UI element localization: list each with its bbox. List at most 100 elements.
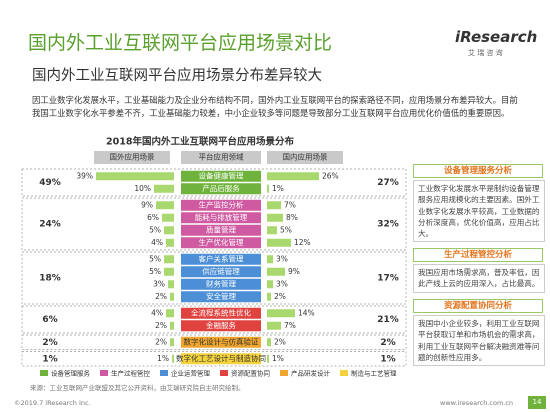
bar [267, 238, 291, 247]
column-header: 平台应用领域 [199, 152, 244, 162]
category-box [181, 353, 261, 365]
bar [164, 226, 174, 235]
value-label: 26% [322, 171, 339, 180]
value-label: 7% [284, 321, 296, 330]
group-total: 2% [380, 338, 395, 348]
bar [267, 309, 295, 318]
group-total: 18% [39, 274, 61, 284]
value-label: 3% [153, 279, 165, 288]
group-total: 1% [380, 354, 395, 364]
value-label: 3% [276, 254, 288, 263]
category-box [181, 170, 261, 182]
group-frame [21, 351, 407, 367]
header-box [267, 151, 343, 164]
note-text: 我国应用市场需求高，普及率低，因此产线上云的应用深入，占比最高。 [413, 264, 545, 293]
legend-label: 企业运营管理 [171, 369, 211, 378]
category-label: 金融服务 [206, 320, 236, 330]
group-total: 24% [39, 220, 61, 230]
value-label: 5% [149, 267, 161, 276]
bar [156, 201, 174, 210]
bar [168, 280, 174, 289]
value-label: 12% [294, 238, 311, 247]
value-label: 4% [151, 308, 163, 317]
legend-label: 资源配置协同 [231, 369, 270, 378]
note-text: 我国中小企业较多，利用工业互联网平台获取订单和市场机会的需求高，利用工业互联网平… [413, 315, 545, 367]
category-label: 生产优化管理 [199, 237, 244, 247]
category-label: 财务管理 [206, 278, 236, 288]
bar [267, 213, 283, 222]
bar [267, 267, 285, 276]
bar [172, 354, 174, 363]
value-label: 8% [286, 213, 298, 222]
value-label: 14% [298, 308, 315, 317]
category-box [181, 291, 261, 303]
group-frame [21, 305, 407, 334]
source: 来源：工业互联网产业联盟及其它公开资料，由艾瑞研究院自主研究绘制。 [30, 384, 245, 392]
bar [267, 201, 281, 210]
category-label: 设备健康管理 [199, 170, 244, 180]
group-total: 1% [42, 354, 57, 364]
legend-label: 设备管理服务 [51, 369, 91, 378]
group-total: 6% [42, 315, 57, 325]
group-total: 49% [39, 178, 61, 188]
value-label: 9% [288, 267, 300, 276]
chart-title: 2018年国内外工业互联网平台应用场景分布 [106, 136, 294, 148]
category-box [181, 307, 261, 319]
logo-tagline: 艾 瑞 咨 询 [468, 49, 503, 57]
value-label: 1% [272, 184, 284, 193]
legend-swatch [100, 370, 108, 376]
value-label: 4% [151, 238, 163, 247]
column-header: 国外应用场景 [110, 152, 155, 162]
column-header: 国内应用场景 [283, 152, 328, 162]
value-label: 2% [155, 321, 167, 330]
title: 国内外工业互联网平台应用场景对比 [28, 32, 333, 54]
bar [170, 338, 174, 347]
bar [267, 280, 273, 289]
legend-swatch [160, 370, 168, 376]
value-label: 9% [141, 200, 153, 209]
category-label: 安全管理 [206, 291, 236, 301]
category-label: 客户关系管理 [199, 253, 244, 263]
bar [164, 267, 174, 276]
value-label: 2% [155, 292, 167, 301]
bar [170, 292, 174, 301]
group-total: 27% [377, 178, 399, 188]
category-label: 能耗与排放管理 [195, 212, 248, 222]
legend-swatch [40, 370, 48, 376]
header-box [181, 151, 261, 164]
category-label: 质量管理 [206, 224, 236, 234]
category-box [181, 199, 261, 211]
value-label: 1% [157, 354, 169, 363]
category-label: 生产监控分析 [199, 199, 244, 209]
note-heading: 资源配置协同分析 [413, 299, 543, 313]
bar [267, 321, 281, 330]
legend-swatch [280, 370, 288, 376]
bar [267, 172, 319, 181]
group-total: 21% [377, 315, 399, 325]
value-label: 2% [274, 337, 286, 346]
value-label: 6% [147, 213, 159, 222]
value-label: 39% [76, 171, 93, 180]
value-label: 2% [274, 292, 286, 301]
category-box [181, 253, 261, 265]
category-box [181, 266, 261, 278]
page-number: 14 [528, 396, 546, 409]
legend-label: 制造与工艺管理 [351, 369, 397, 378]
subtitle: 国内外工业互联网平台应用场景分布差异较大 [32, 68, 322, 84]
category-box [181, 278, 261, 290]
category-box [181, 183, 261, 195]
category-box [181, 336, 261, 348]
copyright: ©2019.7 iResearch Inc. [14, 399, 91, 407]
bar [267, 184, 269, 193]
bar [96, 172, 174, 181]
value-label: 5% [280, 225, 292, 234]
value-label: 2% [155, 337, 167, 346]
note-heading: 设备管理服务分析 [413, 164, 543, 178]
header-box [94, 151, 170, 164]
bar [166, 238, 174, 247]
category-label: 数字化设计与仿真验证 [184, 336, 259, 346]
group-frame [21, 334, 407, 350]
bar [267, 338, 271, 347]
